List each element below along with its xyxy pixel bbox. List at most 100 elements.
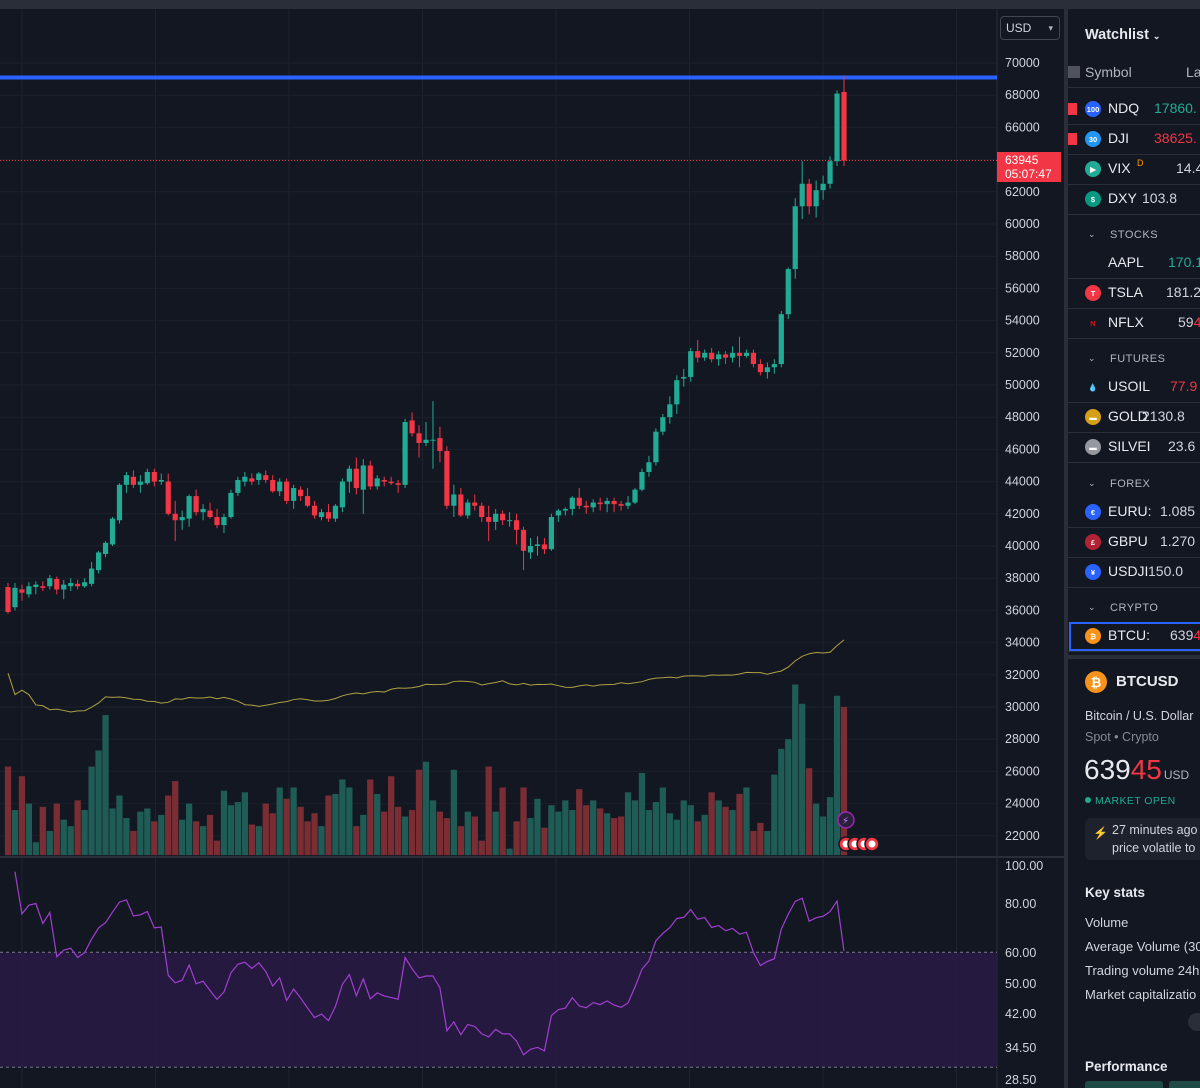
watchlist-row[interactable]: 💧 USOIL 77.9 <box>1068 373 1200 403</box>
price-pane-background <box>0 9 997 857</box>
volume-bar <box>562 800 569 856</box>
candle-body <box>750 352 757 365</box>
volume-bar <box>464 811 471 856</box>
volume-bar <box>450 769 458 856</box>
watchlist-row[interactable]: ¥ USDJI 150.0 <box>1068 558 1200 588</box>
news-card[interactable]: ⚡ 27 minutes ago price volatile to <box>1085 818 1200 860</box>
performance-tile[interactable] <box>1085 1081 1163 1088</box>
candle-body <box>486 517 492 522</box>
price-chart[interactable]: ⚡700006800066000640006200060000580005600… <box>0 9 1064 1088</box>
row-symbol: EURU: <box>1108 503 1152 519</box>
row-last-price: 103.8 <box>1142 190 1177 206</box>
candle-body <box>144 471 150 484</box>
volume-bar <box>478 840 485 856</box>
volume-bar <box>367 779 374 856</box>
watchlist-title[interactable]: Watchlist ⌄ <box>1085 27 1160 43</box>
watchlist-row[interactable]: N NFLX 594.9 <box>1068 309 1200 339</box>
candle-body <box>639 471 645 490</box>
oil-drop-icon: 💧 <box>1085 379 1101 395</box>
volume-bar <box>415 769 423 856</box>
candle-body <box>472 502 478 506</box>
performance-tile[interactable] <box>1169 1081 1200 1088</box>
stat-label: Volume <box>1085 915 1129 930</box>
volume-bar <box>436 811 444 856</box>
header-flag-icon <box>1068 66 1080 78</box>
watchlist-row[interactable]: € EURU: 1.085 <box>1068 498 1200 528</box>
candle-body <box>688 351 694 377</box>
volume-bar <box>757 822 764 856</box>
watchlist-row[interactable]: $ DXY 103.8 <box>1068 185 1200 215</box>
watchlist-row[interactable]: ▶ VIX D 14.4 <box>1068 155 1200 185</box>
watchlist-row[interactable]: T TSLA 181.2 <box>1068 279 1200 309</box>
candle-body <box>332 505 339 519</box>
more-toggle[interactable] <box>1188 1013 1200 1031</box>
candle-body <box>242 476 248 482</box>
details-symbol[interactable]: BTCUSD <box>1116 673 1179 690</box>
price-axis-label: 38000 <box>1005 571 1040 585</box>
volume-bar <box>39 806 46 856</box>
price-axis-label: 60000 <box>1005 217 1040 231</box>
volume-ma-line <box>7 639 845 713</box>
row-last-price: 1.270 <box>1160 533 1195 549</box>
candle-body <box>40 586 46 588</box>
candle-body <box>388 481 394 484</box>
candle-body <box>729 352 736 358</box>
candle-body <box>214 517 220 526</box>
panel-divider[interactable] <box>1064 9 1068 1088</box>
watchlist-row[interactable]: ▬ SILVEI 23.6 <box>1068 433 1200 463</box>
volume-bar <box>151 821 158 856</box>
price-main: 77.9 <box>1170 378 1198 394</box>
price-axis-label: 30000 <box>1005 700 1040 714</box>
volume-bar <box>137 811 144 856</box>
lightning-icon: ⚡ <box>842 816 849 827</box>
candle-body <box>179 517 185 521</box>
candle-body <box>653 431 659 463</box>
watchlist-title-text: Watchlist <box>1085 27 1149 43</box>
candle-body <box>583 505 589 508</box>
candle-body <box>61 584 67 590</box>
watchlist-group[interactable]: ⌄ CRYPTO <box>1068 591 1200 623</box>
candle-body <box>256 473 262 480</box>
row-symbol: GBPU <box>1108 533 1148 549</box>
watchlist-group[interactable]: ⌄ FOREX <box>1068 467 1200 499</box>
watchlist-group[interactable]: ⌄ FUTURES <box>1068 342 1200 374</box>
watchlist-row[interactable]: ▬ GOLD 2130.8 <box>1068 403 1200 433</box>
rsi-axis-label: 42.00 <box>1005 1007 1036 1021</box>
apple-icon <box>1085 255 1101 271</box>
volume-bar <box>165 795 172 856</box>
volume-bar <box>569 810 576 856</box>
status-dot-icon <box>1085 797 1091 803</box>
volume-bar <box>18 776 26 856</box>
candle-body <box>757 364 763 373</box>
volume-bar <box>513 821 520 856</box>
price-main: 639 <box>1084 754 1131 785</box>
row-symbol: NDQ <box>1108 100 1140 116</box>
volume-bar <box>95 750 102 856</box>
volume-bar <box>666 813 673 856</box>
row-last-price: 6394 <box>1170 627 1200 643</box>
price-main: 1.085 <box>1160 503 1196 519</box>
watchlist-group[interactable]: ⌄ STOCKS <box>1068 218 1200 250</box>
candle-body <box>151 471 157 482</box>
dollar-index-icon: $ <box>1085 191 1101 207</box>
watchlist-row[interactable]: AAPL 170.1 <box>1068 249 1200 279</box>
column-symbol[interactable]: Symbol <box>1085 64 1132 80</box>
watchlist-row[interactable]: 30 DJI 38625. <box>1068 125 1200 155</box>
row-last-price: 1.085 <box>1160 503 1195 519</box>
column-last[interactable]: La <box>1186 64 1200 80</box>
details-price: 63945 USD <box>1084 754 1189 786</box>
candle-body <box>395 483 401 485</box>
watchlist-row[interactable]: 100 NDQ 17860. <box>1068 95 1200 125</box>
rsi-band <box>0 952 997 1068</box>
watchlist-panel: Watchlist ⌄ Symbol La 100 NDQ 17860. 30 DJI 38… <box>1068 9 1200 1088</box>
candle-body <box>54 579 60 590</box>
volume-bar <box>262 803 269 856</box>
price-axis-label: 28000 <box>1005 732 1040 746</box>
volume-bar <box>220 790 228 856</box>
price-main: 170.1 <box>1168 254 1200 270</box>
watchlist-row[interactable]: £ GBPU 1.270 <box>1068 528 1200 558</box>
currency-selector[interactable]: USD ▾ <box>1000 16 1060 40</box>
volume-bar <box>269 813 276 856</box>
watchlist-row[interactable]: ₿ BTCU: 6394 <box>1068 622 1200 652</box>
candle-body <box>806 183 812 207</box>
